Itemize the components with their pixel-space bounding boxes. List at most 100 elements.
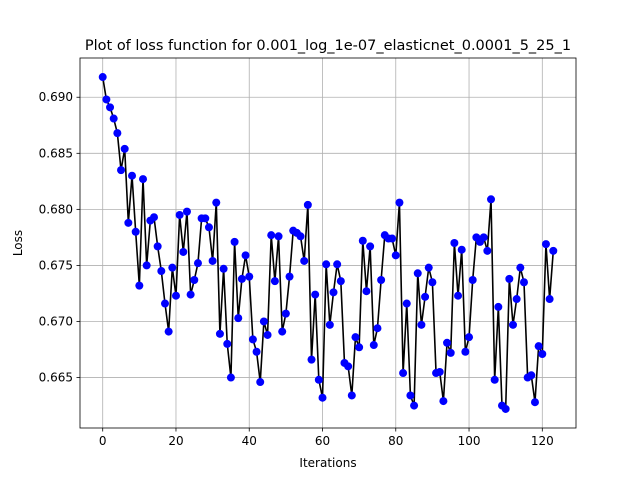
- x-axis-title: Iterations: [299, 456, 356, 470]
- data-point: [358, 236, 367, 245]
- data-point: [402, 299, 411, 308]
- data-point: [131, 227, 140, 236]
- data-point: [443, 338, 452, 347]
- data-point: [117, 166, 126, 175]
- series-markers: [98, 73, 558, 413]
- data-point: [487, 195, 496, 204]
- data-point: [344, 362, 353, 371]
- data-point: [160, 299, 169, 308]
- data-point: [274, 232, 283, 241]
- data-point: [329, 288, 338, 297]
- data-point: [263, 330, 272, 339]
- data-point: [450, 239, 459, 247]
- data-point: [278, 327, 287, 336]
- data-point: [494, 302, 503, 311]
- data-point: [490, 375, 499, 384]
- data-point: [355, 343, 364, 352]
- data-point: [142, 261, 151, 270]
- data-point: [281, 309, 290, 318]
- data-point: [395, 198, 404, 207]
- data-point: [406, 391, 415, 400]
- data-point: [252, 347, 261, 356]
- data-point: [410, 401, 419, 410]
- x-tick-label: 0: [99, 434, 107, 448]
- data-point: [351, 333, 360, 342]
- data-point: [314, 375, 323, 384]
- data-point: [516, 263, 525, 272]
- data-point: [336, 277, 345, 286]
- y-tick-label: 0.685: [39, 146, 73, 160]
- chart-title: Plot of loss function for 0.001_log_1e-0…: [85, 38, 571, 54]
- data-point: [128, 171, 137, 180]
- data-point: [541, 240, 550, 249]
- data-point: [465, 333, 474, 342]
- data-point: [135, 281, 144, 290]
- data-point: [215, 329, 224, 338]
- data-point: [454, 291, 463, 300]
- data-point: [168, 263, 177, 272]
- data-point: [139, 175, 148, 184]
- data-point: [439, 397, 448, 406]
- data-point: [483, 246, 492, 255]
- data-point: [267, 231, 276, 240]
- data-point: [373, 324, 382, 333]
- x-tick-label: 20: [168, 434, 183, 448]
- y-tick-label: 0.690: [39, 90, 73, 104]
- data-point: [248, 335, 257, 344]
- data-point: [102, 95, 111, 104]
- data-point: [237, 274, 246, 283]
- data-point: [519, 278, 528, 287]
- data-point: [446, 348, 455, 357]
- x-tick-label: 60: [315, 434, 330, 448]
- data-point: [219, 264, 228, 273]
- data-point: [201, 214, 210, 223]
- x-tick-label: 40: [242, 434, 257, 448]
- y-tick-label: 0.680: [39, 202, 73, 216]
- y-tick-label: 0.670: [39, 314, 73, 328]
- data-point: [534, 342, 543, 351]
- x-tick-label: 120: [531, 434, 554, 448]
- data-point: [428, 278, 437, 287]
- data-point: [179, 247, 188, 256]
- data-point: [391, 251, 400, 260]
- data-point: [457, 245, 466, 254]
- x-tick-label: 80: [388, 434, 403, 448]
- data-point: [424, 263, 433, 272]
- x-tick-label: 100: [458, 434, 481, 448]
- data-point: [230, 237, 239, 246]
- data-point: [256, 378, 265, 387]
- data-point: [245, 272, 254, 281]
- data-point: [193, 259, 202, 268]
- y-tick-label: 0.675: [39, 258, 73, 272]
- data-point: [377, 276, 386, 284]
- data-point: [98, 73, 107, 82]
- data-point: [303, 200, 312, 209]
- data-point: [175, 210, 184, 219]
- data-point: [417, 320, 426, 329]
- data-point: [366, 242, 375, 251]
- data-point: [347, 391, 356, 400]
- data-point: [505, 274, 514, 283]
- data-point: [530, 398, 539, 407]
- y-tick-label: 0.665: [39, 371, 73, 385]
- data-point: [259, 317, 268, 326]
- data-point: [545, 295, 554, 304]
- data-point: [186, 290, 195, 299]
- data-point: [311, 290, 320, 299]
- data-point: [234, 314, 243, 323]
- data-point: [241, 251, 250, 260]
- data-point: [362, 287, 371, 296]
- data-point: [164, 327, 173, 336]
- data-point: [157, 267, 166, 276]
- data-point: [307, 355, 316, 364]
- data-point: [421, 292, 430, 301]
- data-point: [182, 207, 191, 216]
- data-point: [538, 350, 547, 358]
- plot-area: [80, 58, 576, 428]
- data-point: [501, 404, 510, 413]
- data-point: [212, 198, 221, 207]
- data-point: [325, 320, 334, 329]
- data-point: [296, 232, 305, 241]
- data-point: [124, 218, 133, 227]
